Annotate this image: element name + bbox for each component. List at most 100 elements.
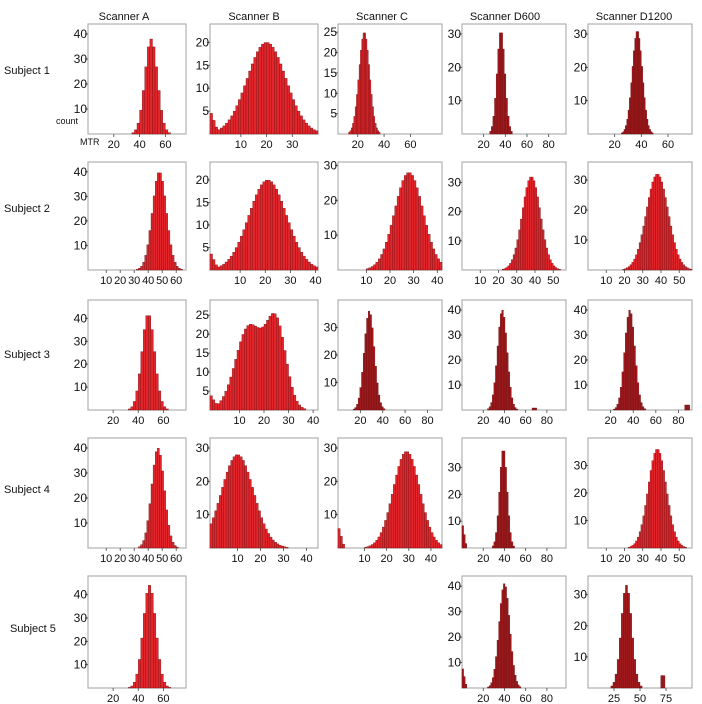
histogram-panel: 5 10 15 20 10 20 30 [196, 23, 319, 151]
histogram-bar [638, 531, 642, 549]
histogram-bar [234, 247, 238, 271]
histogram-bar [677, 540, 680, 549]
histogram-bar [514, 675, 517, 689]
histogram-bar [662, 675, 666, 689]
x-tick-label: 50 [156, 553, 168, 565]
histogram-bar [307, 261, 311, 271]
panel-frame [461, 23, 567, 135]
histogram-bar [643, 408, 646, 411]
histogram-bar [171, 255, 175, 271]
y-tick-label: 10 [74, 380, 88, 394]
histogram-bar [136, 269, 139, 271]
histogram-bar [310, 263, 314, 271]
histogram-bar [260, 517, 264, 549]
column-header-scanner-d1200: Scanner D1200 [596, 11, 672, 23]
panel-frame [461, 299, 567, 411]
histogram-bar [626, 267, 629, 271]
y-tick-label: 25 [324, 25, 338, 39]
histogram-bar [637, 682, 641, 689]
x-tick-label: 40 [377, 415, 389, 427]
histogram-bar [379, 402, 382, 411]
histogram-bar [494, 98, 497, 135]
histogram-bar [640, 524, 643, 549]
histogram-bar [506, 491, 509, 549]
x-tick-label: 30 [128, 275, 140, 287]
histogram-bar [616, 659, 620, 689]
histogram-bar [285, 546, 289, 549]
column-header-scanner-c: Scanner C [356, 11, 408, 23]
x-tick-label: 80 [541, 415, 553, 427]
histogram-bar [274, 51, 278, 135]
histogram-bar [493, 541, 496, 549]
histogram-bar [140, 351, 144, 411]
histogram-bar [399, 187, 402, 271]
histogram-bar [227, 384, 230, 411]
x-tick-label: 75 [660, 693, 672, 704]
histogram-bar [614, 673, 618, 689]
y-tick-label: 10 [74, 238, 88, 252]
histogram-bar [404, 175, 407, 271]
histogram-bar [284, 78, 288, 135]
histogram-bar [237, 454, 241, 549]
histogram-bar [633, 345, 636, 411]
histogram-bar [515, 681, 518, 689]
row-header-subject-5: Subject 5 [10, 623, 56, 635]
y-tick-label: 30 [574, 328, 588, 342]
histogram-bar [144, 66, 148, 135]
histogram-bar [281, 545, 284, 549]
histogram-bar [680, 262, 684, 271]
histogram-bar [295, 400, 299, 411]
histogram-bar [160, 110, 163, 135]
histogram-bar [671, 524, 674, 549]
histogram-bar [439, 544, 443, 549]
histogram-bar [514, 407, 517, 411]
histogram-bar [138, 546, 141, 549]
histogram-bar [165, 685, 169, 689]
histogram-bar [461, 668, 464, 689]
histogram-bar [680, 545, 684, 549]
x-tick-label: 80 [421, 415, 433, 427]
y-tick-label: 20 [324, 348, 338, 362]
histogram-bar [165, 129, 169, 135]
histogram-bar [506, 352, 509, 411]
histogram-bar [144, 532, 147, 549]
histogram-bar [651, 132, 654, 135]
histogram-bar [532, 180, 536, 271]
histogram-bar [418, 196, 421, 271]
x-tick-label: 60 [170, 553, 182, 565]
histogram-bar [388, 503, 392, 549]
histogram-bar [487, 408, 490, 411]
histogram-bar [279, 63, 283, 135]
histogram-panel: 10 20 30 40 20 40 60 80 [448, 299, 567, 427]
histogram-bar [281, 70, 285, 135]
histogram-bar [488, 406, 491, 411]
histogram-bar [610, 685, 614, 689]
histogram-bar [214, 264, 218, 271]
histogram-bar [653, 453, 656, 549]
histogram-bar [498, 326, 501, 411]
column-header-scanner-b: Scanner B [228, 11, 279, 23]
histogram-bar [491, 126, 494, 135]
panel-frame [461, 161, 567, 271]
histogram-bar [361, 38, 364, 135]
x-tick-label: 10 [600, 553, 612, 565]
histogram-bar [271, 539, 275, 549]
histogram-bar [340, 536, 343, 549]
y-tick-label: 30 [448, 605, 462, 619]
histogram-bar [222, 263, 226, 271]
histogram-bar [492, 677, 495, 689]
histogram-bar [288, 376, 292, 411]
histogram-bar [386, 512, 390, 549]
histogram-bar [365, 38, 368, 135]
histogram-bar [504, 73, 507, 135]
histogram-bar [628, 309, 631, 411]
histogram-bar [671, 234, 674, 271]
histogram-bar [619, 637, 622, 689]
histogram-bar [227, 259, 231, 271]
x-tick-label: 20 [609, 139, 621, 151]
histogram-bar [283, 350, 287, 411]
histogram-bar [504, 467, 507, 549]
histogram-bar [143, 613, 146, 689]
y-tick-label: 40 [74, 441, 88, 455]
histogram-bar [638, 242, 642, 271]
